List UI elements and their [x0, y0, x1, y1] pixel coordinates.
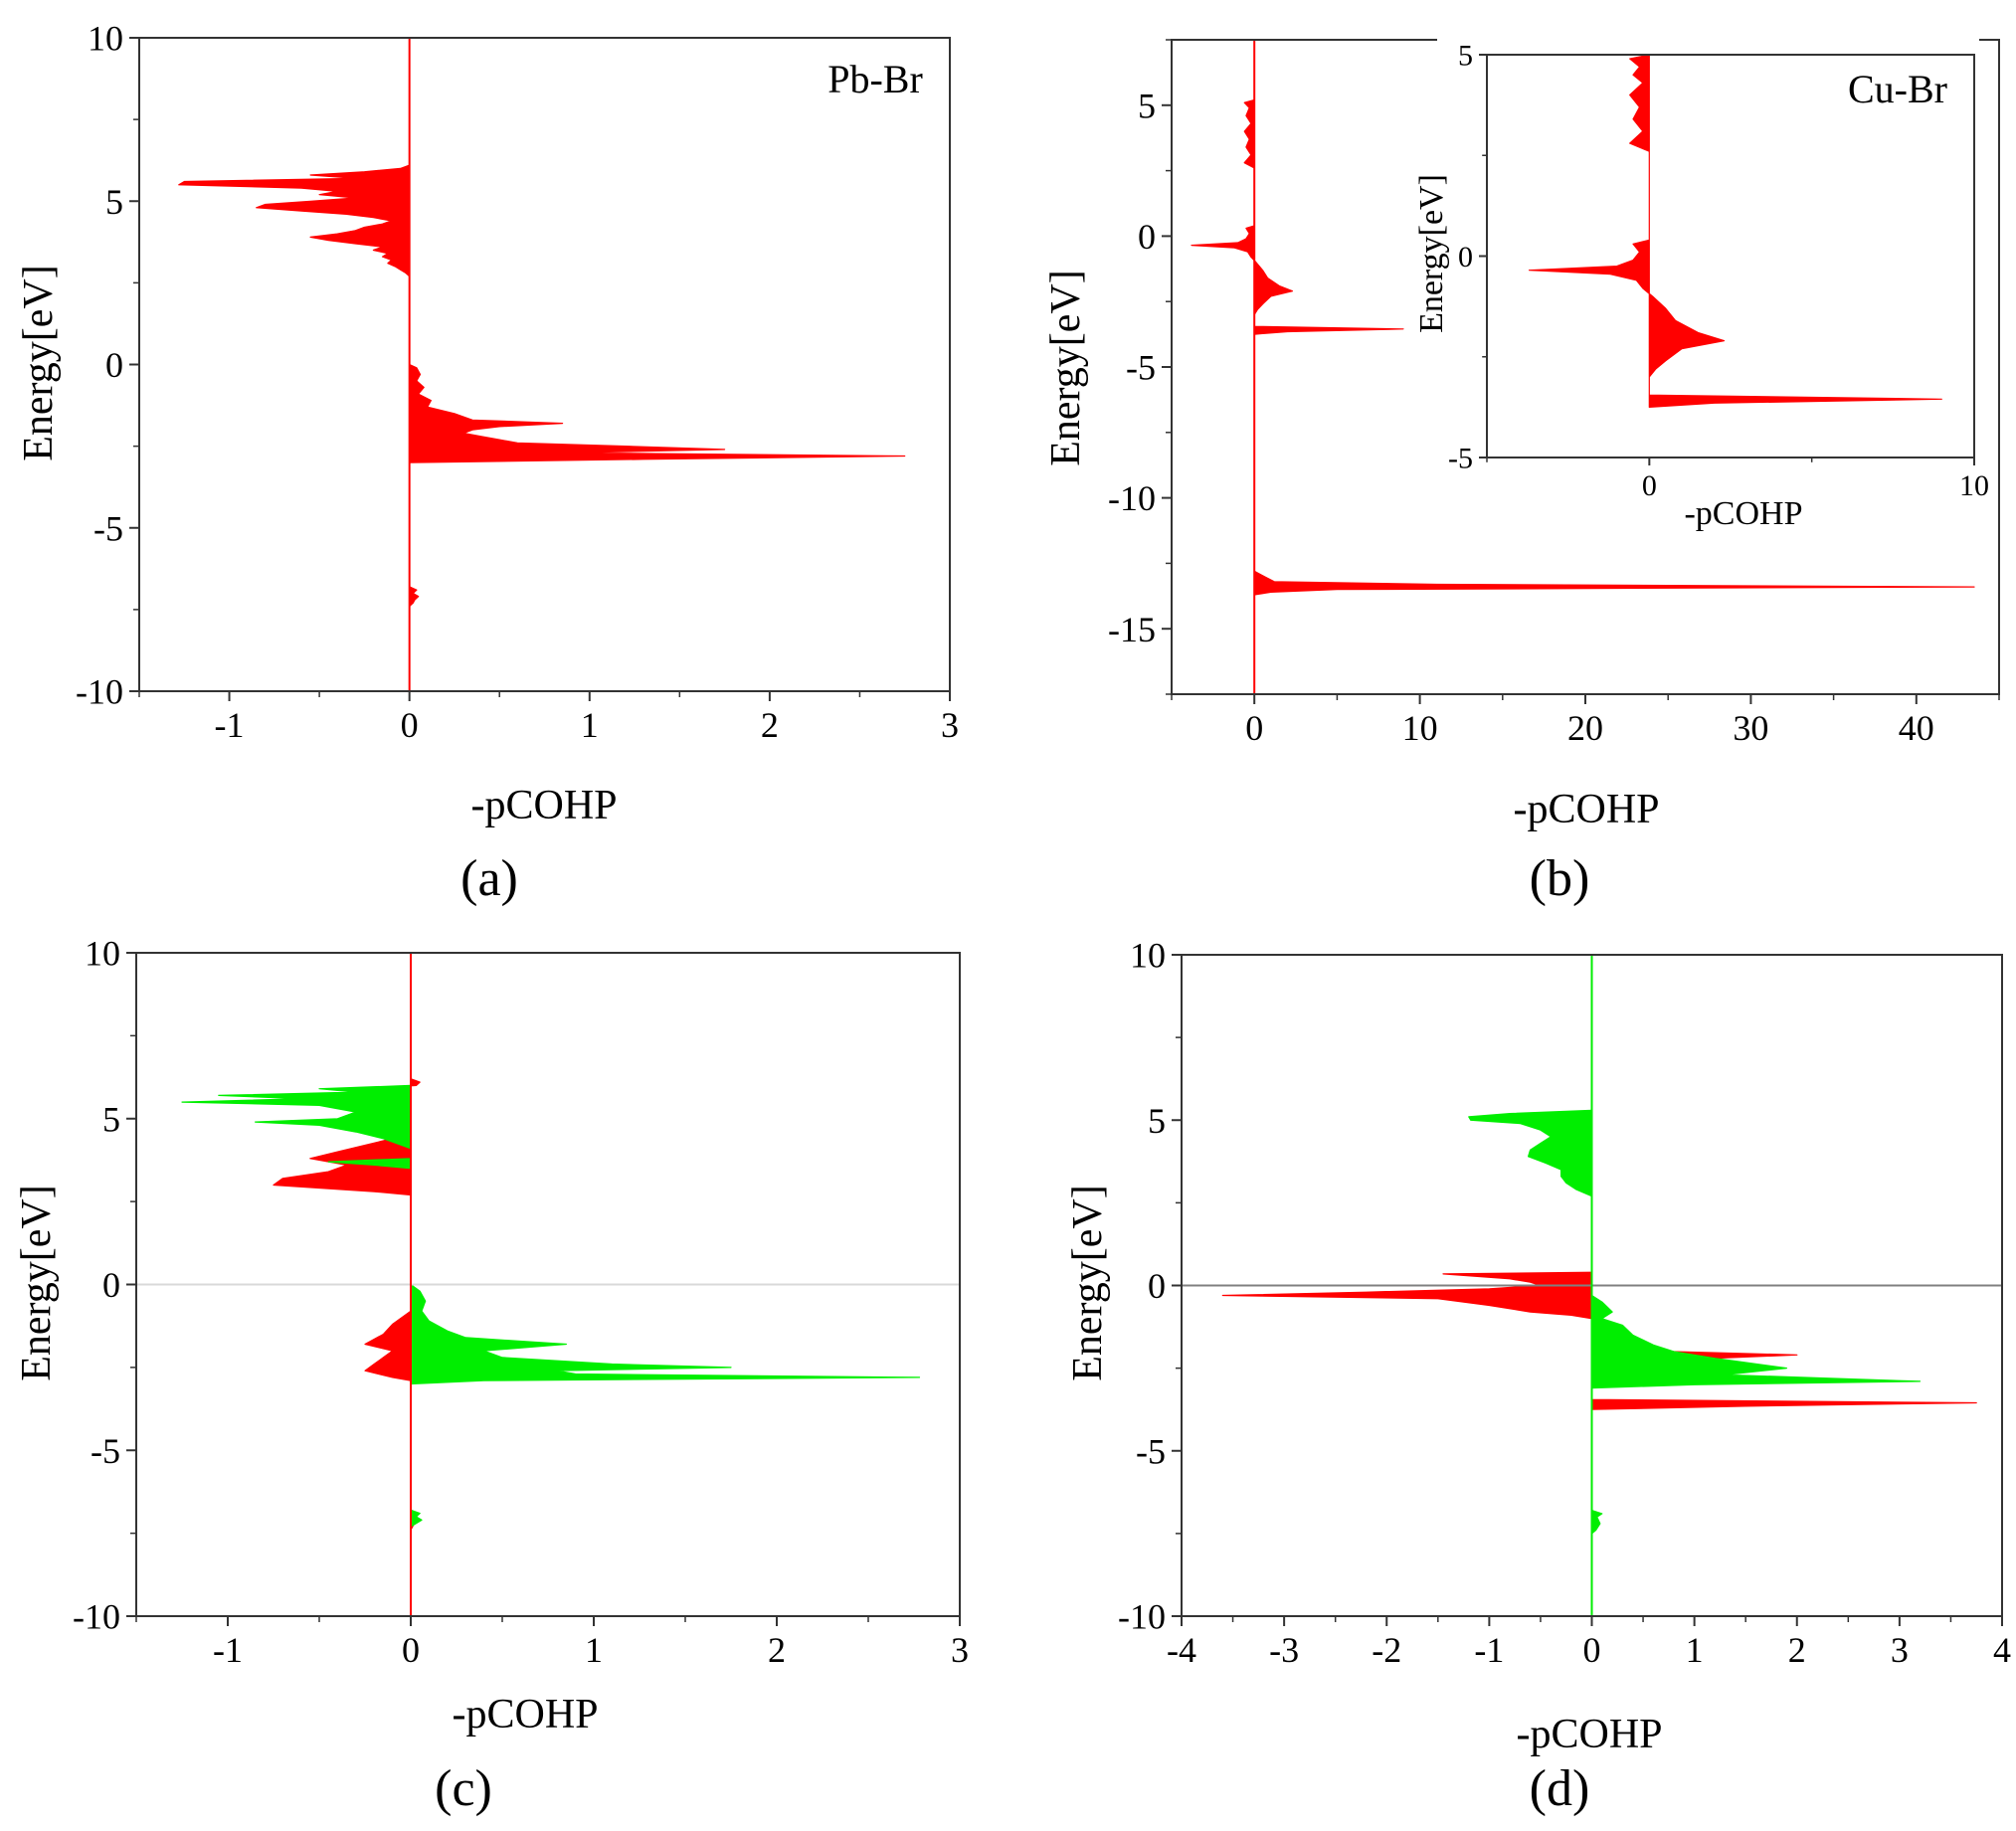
panel-d-x-tick-label: 0: [1583, 1630, 1601, 1670]
panel-b-y-tick-label: 5: [1138, 86, 1156, 125]
panel-b-caption: (b): [1530, 850, 1590, 907]
panel-d-x-tick-label: 3: [1891, 1630, 1909, 1670]
panel-d-y-tick-label: -10: [1118, 1597, 1166, 1637]
panel-d-x-tick-label: -1: [1474, 1630, 1504, 1670]
panel-b-y-tick-label: -10: [1108, 478, 1156, 518]
panel-b-tick-labels: 0 10 20 30 40 -15 -10 -5 0 5: [1108, 86, 1934, 748]
panel-c-x-tick-label: 0: [402, 1630, 420, 1670]
panel-c-y-tick-label: 0: [102, 1265, 120, 1305]
panel-b-inset-y-label: Energy[eV]: [1413, 174, 1450, 333]
panel-c-y-tick-label: -10: [73, 1597, 120, 1637]
panel-b: 0 10 20 30 40 -15 -10 -5 0 5 -pCOHP Energy[eV] (b…: [1043, 39, 2000, 907]
panel-c-y-label: Energy[eV]: [14, 1185, 60, 1380]
panel-c-series: [181, 1078, 921, 1531]
panel-c-x-tick-label: 3: [951, 1630, 969, 1670]
panel-a-series: [178, 164, 906, 608]
panel-b-y-tick-label: -15: [1108, 610, 1156, 649]
panel-b-inset: 0 10 -5 0 5 Cu-Br -pCOHP Energy[eV]: [1413, 38, 1989, 532]
panel-b-x-tick-label: 40: [1899, 708, 1934, 748]
panel-b-inset-x-label: -pCOHP: [1684, 495, 1802, 532]
panel-d-y-tick-label: 10: [1130, 936, 1166, 976]
panel-a-axes: [129, 37, 951, 701]
panel-d-x-tick-label: 4: [1993, 1630, 2011, 1670]
panel-c-x-label: -pCOHP: [452, 1692, 598, 1738]
panel-b-inset-y-tick-label: -5: [1448, 443, 1473, 475]
panel-d-y-tick-label: -5: [1136, 1431, 1166, 1471]
panel-b-x-label: -pCOHP: [1513, 787, 1659, 832]
panel-c-reference-lines: [136, 953, 960, 1616]
panel-a-caption: (a): [460, 850, 518, 907]
panel-c-axes: [126, 952, 961, 1626]
panel-d-y-label: Energy[eV]: [1065, 1185, 1111, 1380]
panel-a-x-tick-label: 1: [581, 705, 599, 745]
panel-a-y-tick-label: 10: [88, 19, 123, 59]
panel-c-y-tick-label: 10: [85, 934, 120, 974]
panel-c-x-tick-label: 1: [585, 1630, 603, 1670]
panel-b-x-tick-label: 30: [1733, 708, 1768, 748]
panel-b-x-tick-label: 0: [1245, 708, 1263, 748]
panel-b-inset-y-tick-label: 5: [1458, 40, 1473, 73]
panel-d-x-tick-label: 1: [1686, 1630, 1704, 1670]
panel-d-caption: (d): [1530, 1760, 1590, 1817]
panel-a-y-tick-label: -10: [76, 672, 123, 712]
panel-d-x-tick-label: -2: [1372, 1630, 1401, 1670]
panel-a-x-tick-label: -1: [215, 705, 245, 745]
panel-a-annotation: Pb-Br: [827, 57, 923, 101]
panel-d-axes: [1172, 954, 2003, 1626]
panel-b-inset-y-tick-label: 0: [1458, 241, 1473, 274]
panel-a-x-tick-label: 0: [401, 705, 419, 745]
panel-a-y-tick-label: 0: [105, 345, 123, 385]
panel-b-series-Cu-Br: [1191, 98, 1975, 596]
panel-b-x-tick-label: 20: [1567, 708, 1603, 748]
panel-d-y-tick-label: 5: [1148, 1101, 1166, 1141]
panel-b-inset-tick-labels: 0 10 -5 0 5: [1448, 40, 1989, 503]
panel-a-x-tick-label: 2: [761, 705, 779, 745]
panel-c-y-tick-label: 5: [102, 1099, 120, 1139]
panel-c-x-tick-label: -1: [213, 1630, 243, 1670]
panel-a-y-label: Energy[eV]: [16, 265, 62, 460]
panel-a-y-tick-label: -5: [93, 508, 123, 548]
panel-b-x-tick-label: 10: [1402, 708, 1438, 748]
panel-b-inset-axes: [1479, 54, 1975, 465]
panel-d-x-tick-label: -3: [1269, 1630, 1299, 1670]
panel-c-x-tick-label: 2: [768, 1630, 786, 1670]
panel-b-series: [1191, 98, 1975, 596]
panel-d-x-label: -pCOHP: [1516, 1712, 1662, 1757]
panel-a-x-tick-label: 3: [941, 705, 959, 745]
panel-b-y-label: Energy[eV]: [1043, 270, 1089, 465]
panel-b-inset-series: [1528, 54, 1942, 408]
panel-b-y-tick-label: 0: [1138, 217, 1156, 257]
panel-b-inset-annotation: Cu-Br: [1848, 67, 1947, 111]
panel-c-y-tick-label: -5: [91, 1431, 120, 1471]
panel-a-series-Pb-Br: [178, 164, 906, 608]
panel-b-y-tick-label: -5: [1126, 348, 1156, 388]
panel-d-reference-lines: [1182, 955, 2002, 1616]
panel-d-y-tick-label: 0: [1148, 1266, 1166, 1306]
panel-c-series-green: [181, 1084, 921, 1528]
panel-b-inset-x-tick-label: 0: [1642, 469, 1657, 502]
panel-d-x-tick-label: -4: [1167, 1630, 1196, 1670]
panel-b-inset-x-tick-label: 10: [1959, 469, 1989, 502]
panel-d-x-tick-label: 2: [1788, 1630, 1806, 1670]
panel-a-y-tick-label: 5: [105, 182, 123, 222]
panel-b-inset-series-Cu-Br: [1528, 54, 1942, 408]
panel-c-caption: (c): [435, 1760, 492, 1817]
panel-a-x-label: -pCOHP: [470, 783, 617, 828]
